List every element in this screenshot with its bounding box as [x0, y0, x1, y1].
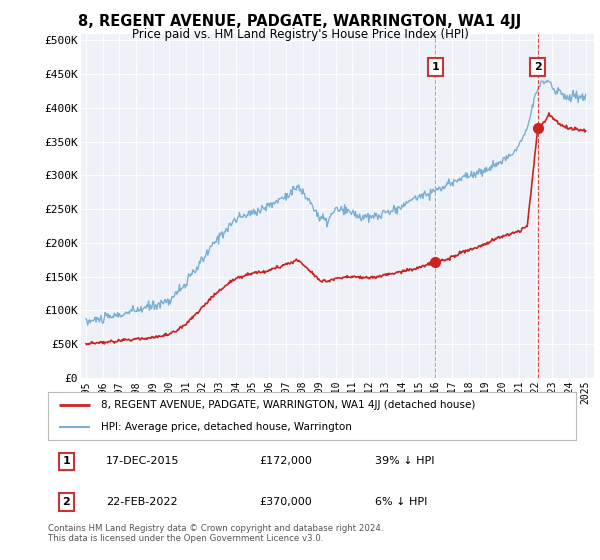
Text: 2: 2: [62, 497, 70, 507]
Text: 1: 1: [62, 456, 70, 466]
Text: 8, REGENT AVENUE, PADGATE, WARRINGTON, WA1 4JJ: 8, REGENT AVENUE, PADGATE, WARRINGTON, W…: [79, 14, 521, 29]
Text: 1: 1: [431, 62, 439, 72]
Text: £370,000: £370,000: [259, 497, 312, 507]
Text: 2: 2: [534, 62, 542, 72]
Text: 39% ↓ HPI: 39% ↓ HPI: [376, 456, 435, 466]
Text: HPI: Average price, detached house, Warrington: HPI: Average price, detached house, Warr…: [101, 422, 352, 432]
Text: Price paid vs. HM Land Registry's House Price Index (HPI): Price paid vs. HM Land Registry's House …: [131, 28, 469, 41]
Text: 17-DEC-2015: 17-DEC-2015: [106, 456, 179, 466]
Text: Contains HM Land Registry data © Crown copyright and database right 2024.
This d: Contains HM Land Registry data © Crown c…: [48, 524, 383, 543]
Text: 6% ↓ HPI: 6% ↓ HPI: [376, 497, 428, 507]
Text: 22-FEB-2022: 22-FEB-2022: [106, 497, 178, 507]
Text: £172,000: £172,000: [259, 456, 312, 466]
Text: 8, REGENT AVENUE, PADGATE, WARRINGTON, WA1 4JJ (detached house): 8, REGENT AVENUE, PADGATE, WARRINGTON, W…: [101, 400, 475, 410]
